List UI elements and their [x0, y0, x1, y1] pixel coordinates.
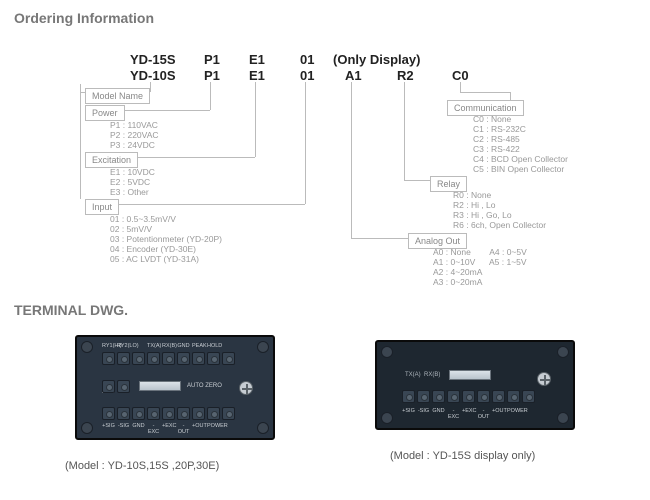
- caption-left: (Model : YD-10S,15S ,20P,30E): [65, 460, 219, 472]
- t-low-0: +SIG: [102, 423, 115, 435]
- code-e: E1: [249, 52, 265, 67]
- t-upper-5: GND: [177, 343, 190, 349]
- code-model1: YD-15S: [130, 52, 176, 67]
- power-opt-2: P3 : 24VDC: [110, 140, 155, 150]
- t-upper-0: RY1(HI): [102, 343, 115, 349]
- code-p2: P1: [204, 68, 220, 83]
- power-label: Power: [85, 105, 125, 121]
- excitation-label: Excitation: [85, 152, 138, 168]
- t-upper-6: PEAK: [192, 343, 205, 349]
- power-opt-0: P1 : 110VAC: [110, 120, 158, 130]
- code-in: 01: [300, 52, 314, 67]
- code-c: C0: [452, 68, 469, 83]
- exc-opt-1: E2 : 5VDC: [110, 177, 150, 187]
- t-low-8: [222, 423, 235, 435]
- t-low-5: -OUT: [177, 423, 190, 435]
- t-low-3: -EXC: [147, 423, 160, 435]
- t-low-2: GND: [132, 423, 145, 435]
- caption-right: (Model : YD-15S display only): [390, 450, 535, 462]
- in-opt-2: 03 : Potentionmeter (YD-20P): [110, 234, 222, 244]
- exc-opt-2: E3 : Other: [110, 187, 149, 197]
- terminal-right: TX(A) RX(B) +SIG -SIG GND -EXC +EXC -OUT…: [375, 340, 575, 430]
- tr-low-8: [522, 408, 535, 420]
- code-a: A1: [345, 68, 362, 83]
- comm-opt-5: C5 : BIN Open Collector: [473, 164, 564, 174]
- t-low-6: +OUT: [192, 423, 205, 435]
- tr-low-6: +OUT: [492, 408, 505, 420]
- t-upper-7: HOLD: [207, 343, 220, 349]
- t-upper-3: TX(A): [147, 343, 160, 349]
- in-opt-3: 04 : Encoder (YD-30E): [110, 244, 196, 254]
- ana-opt-0: A0 : None A4 : 0~5V: [433, 247, 527, 257]
- tr-mid: TX(A) RX(B): [405, 372, 440, 378]
- model-label: Model Name: [85, 88, 150, 104]
- ana-opt-3: A3 : 0~20mA: [433, 277, 482, 287]
- t-upper-2: [132, 343, 145, 349]
- input-label: Input: [85, 199, 119, 215]
- comm-opt-1: C1 : RS-232C: [473, 124, 526, 134]
- code-model2: YD-10S: [130, 68, 176, 83]
- ana-opt-1: A1 : 0~10V A5 : 1~5V: [433, 257, 527, 267]
- in-opt-0: 01 : 0.5~3.5mV/V: [110, 214, 176, 224]
- comm-opt-2: C2 : RS-485: [473, 134, 520, 144]
- code-e2: E1: [249, 68, 265, 83]
- terminal-title: TERMINAL DWG.: [14, 302, 128, 318]
- relay-opt-2: R3 : Hi , Go, Lo: [453, 210, 512, 220]
- terminal-left: RY1(HI) RY2(LO) TX(A) RX(B) GND PEAK HOL…: [75, 335, 275, 440]
- relay-opt-3: R6 : 6ch, Open Collector: [453, 220, 546, 230]
- t-upper-4: RX(B): [162, 343, 175, 349]
- tr-low-0: +SIG: [402, 408, 415, 420]
- tr-low-4: +EXC: [462, 408, 475, 420]
- code-r: R2: [397, 68, 414, 83]
- code-in2: 01: [300, 68, 314, 83]
- t-low-7: POWER: [207, 423, 220, 435]
- tr-low-5: -OUT: [477, 408, 490, 420]
- tr-low-3: -EXC: [447, 408, 460, 420]
- comm-opt-4: C4 : BCD Open Collector: [473, 154, 568, 164]
- in-opt-4: 05 : AC LVDT (YD-31A): [110, 254, 199, 264]
- code-p: P1: [204, 52, 220, 67]
- code-only: (Only Display): [333, 52, 420, 67]
- ana-opt-2: A2 : 4~20mA: [433, 267, 482, 277]
- relay-opt-0: R0 : None: [453, 190, 491, 200]
- t-low-4: +EXC: [162, 423, 175, 435]
- comm-opt-3: C3 : RS-422: [473, 144, 520, 154]
- tr-low-7: POWER: [507, 408, 520, 420]
- in-opt-1: 02 : 5mV/V: [110, 224, 152, 234]
- t-low-1: -SIG: [117, 423, 130, 435]
- power-opt-1: P2 : 220VAC: [110, 130, 159, 140]
- t-mid-right: AUTO ZERO: [187, 383, 222, 389]
- comm-opt-0: C0 : None: [473, 114, 511, 124]
- relay-opt-1: R2 : Hi , Lo: [453, 200, 496, 210]
- tr-low-2: GND: [432, 408, 445, 420]
- exc-opt-0: E1 : 10VDC: [110, 167, 155, 177]
- t-upper-1: RY2(LO): [117, 343, 130, 349]
- ordering-title: Ordering Information: [14, 10, 154, 26]
- tr-low-1: -SIG: [417, 408, 430, 420]
